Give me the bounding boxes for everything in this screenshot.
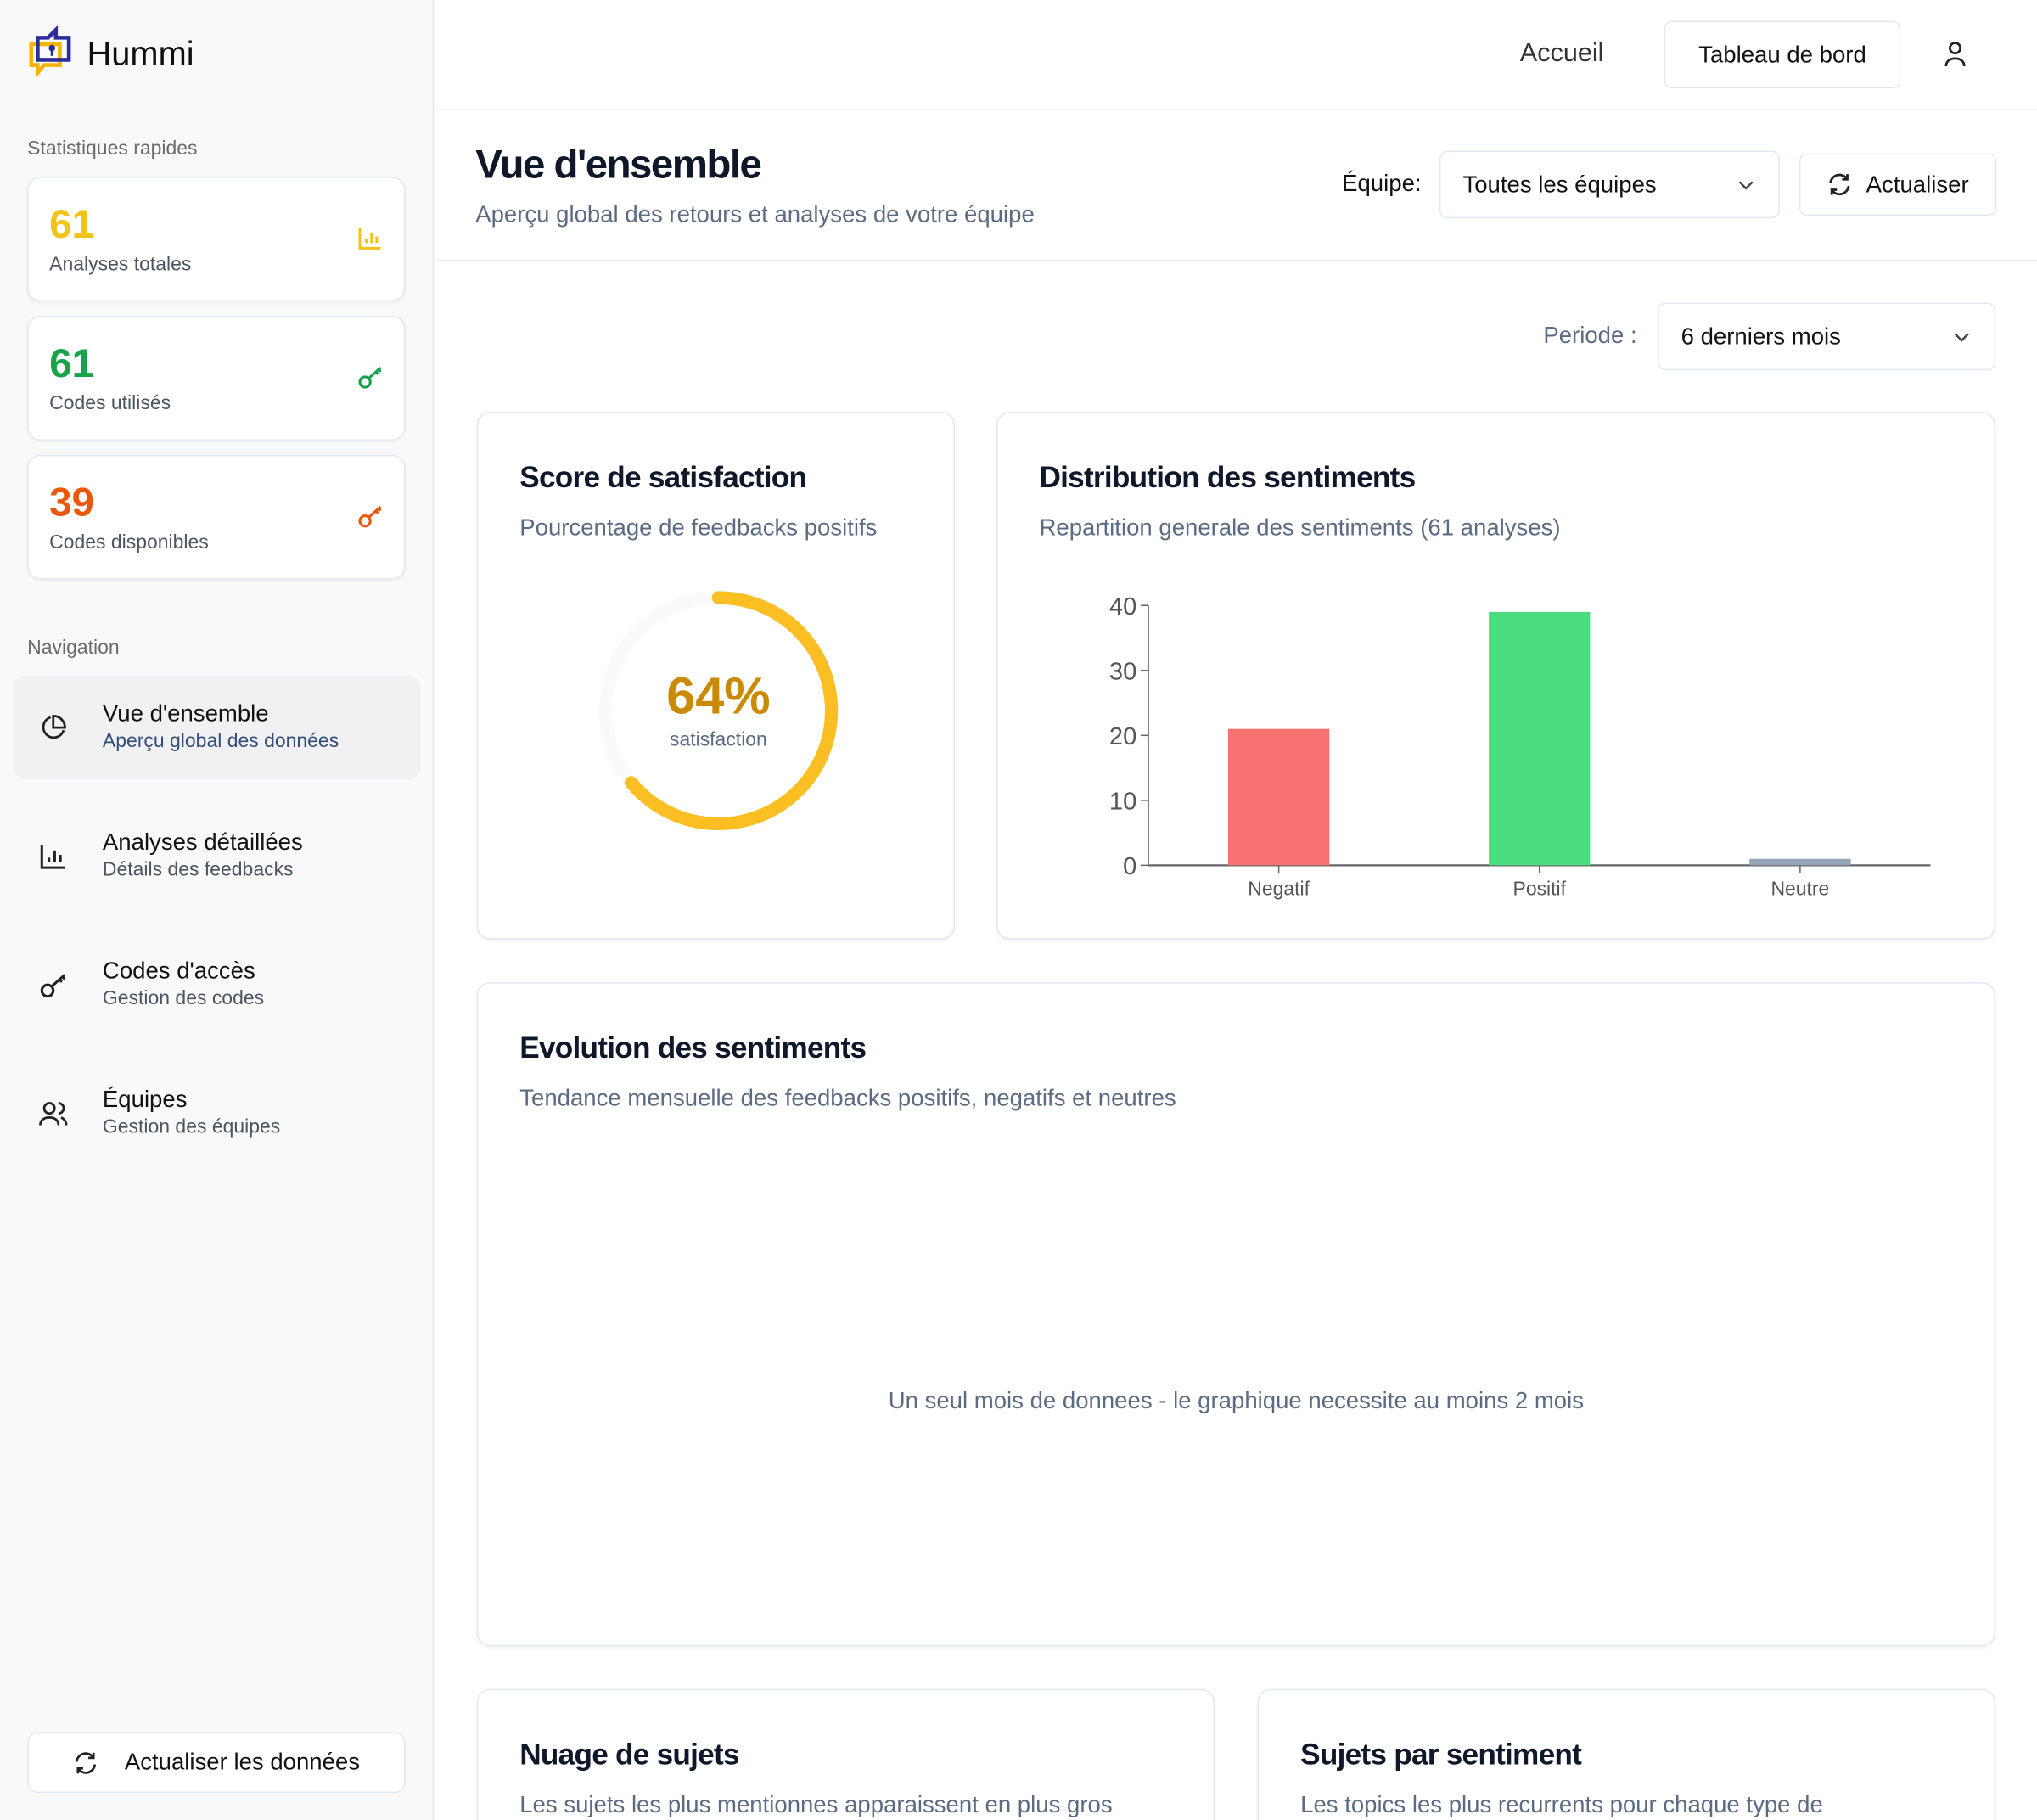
users-icon <box>39 1102 68 1126</box>
card-subtitle: Les topics les plus recurrents pour chaq… <box>1300 1791 1823 1818</box>
period-select[interactable]: 6 derniers mois <box>1658 302 1996 371</box>
bar-chart-icon <box>40 845 65 869</box>
page-title: Vue d'ensemble <box>475 141 762 188</box>
dashboard-button[interactable]: Tableau de bord <box>1664 20 1901 89</box>
key-icon <box>40 974 66 998</box>
team-label: Équipe: <box>1342 170 1422 197</box>
logo-icon <box>29 25 71 79</box>
bar-negatif <box>1227 728 1330 866</box>
sidebar-item-codes[interactable]: Codes d'accès Gestion des codes <box>13 933 421 1036</box>
sidebar-item-analyses[interactable]: Analyses détaillées Détails des feedback… <box>13 804 421 907</box>
stat-card-codes-available: 39 Codes disponibles <box>27 454 406 580</box>
pie-chart-icon <box>42 714 66 739</box>
topbar: Accueil Tableau de bord <box>435 0 2037 111</box>
distribution-card: Distribution des sentiments Repartition … <box>996 412 1996 940</box>
chevron-down-icon <box>1738 181 1754 190</box>
key-icon <box>358 367 382 389</box>
sidebar: Hummi Statistiques rapides 61 Analyses t… <box>0 0 435 1820</box>
x-tick-label: Positif <box>1513 878 1567 900</box>
stat-label: Codes utilisés <box>49 392 171 415</box>
refresh-button[interactable]: Actualiser <box>1799 153 1997 216</box>
bar-neutre <box>1749 858 1851 866</box>
stat-label: Analyses totales <box>49 253 192 276</box>
team-select-value: Toutes les équipes <box>1462 171 1657 197</box>
x-tick-label: Neutre <box>1770 878 1829 900</box>
bar-positif <box>1489 611 1591 866</box>
home-link[interactable]: Accueil <box>1519 38 1604 68</box>
card-title: Score de satisfaction <box>519 459 807 494</box>
page-subtitle: Aperçu global des retours et analyses de… <box>475 201 1035 228</box>
quick-stats-label: Statistiques rapides <box>27 138 198 160</box>
key-icon <box>358 505 382 528</box>
period-select-value: 6 derniers mois <box>1681 323 1841 349</box>
sidebar-item-teams[interactable]: Équipes Gestion des équipes <box>13 1062 421 1166</box>
stat-value: 39 <box>49 479 94 525</box>
bar-chart-icon <box>358 227 381 250</box>
refresh-icon <box>1829 173 1851 196</box>
satisfaction-gauge <box>598 591 839 831</box>
nav-subtitle: Détails des feedbacks <box>102 858 294 881</box>
satisfaction-value: 64% <box>666 667 771 726</box>
stat-card-codes-used: 61 Codes utilisés <box>27 315 406 441</box>
refresh-label: Actualiser <box>1866 171 1969 197</box>
card-subtitle: Tendance mensuelle des feedbacks positif… <box>519 1085 1176 1111</box>
nav-subtitle: Aperçu global des données <box>102 730 340 753</box>
satisfaction-card: Score de satisfaction Pourcentage de fee… <box>476 412 955 940</box>
card-title: Nuage de sujets <box>519 1737 739 1772</box>
refresh-data-label: Actualiser les données <box>124 1749 361 1775</box>
card-subtitle: Les sujets les plus mentionnes apparaiss… <box>519 1791 1113 1818</box>
stat-value: 61 <box>49 340 94 386</box>
nav-title: Équipes <box>102 1086 188 1113</box>
y-tick-label: 0 <box>1123 853 1136 880</box>
sentiment-bar-chart: 0 10 20 30 40 Negatif Positif Neutre <box>1109 593 1931 900</box>
navigation-label: Navigation <box>27 636 120 660</box>
logo[interactable]: Hummi <box>27 25 194 81</box>
card-title: Sujets par sentiment <box>1300 1737 1582 1772</box>
nav-subtitle: Gestion des codes <box>102 987 265 1010</box>
stat-label: Codes disponibles <box>49 531 209 554</box>
evolution-card: Evolution des sentiments Tendance mensue… <box>476 982 1996 1647</box>
topics-by-sentiment-card: Sujets par sentiment Les topics les plus… <box>1257 1688 1996 1820</box>
refresh-icon <box>75 1751 97 1774</box>
nav-subtitle: Gestion des équipes <box>102 1115 281 1138</box>
stat-card-analyses: 61 Analyses totales <box>27 177 406 302</box>
page-header: Vue d'ensemble Aperçu global des retours… <box>435 110 2037 261</box>
nav-title: Codes d'accès <box>102 958 255 984</box>
y-tick-label: 40 <box>1109 593 1136 621</box>
y-tick-label: 30 <box>1109 659 1136 686</box>
app-name: Hummi <box>87 33 194 72</box>
card-title: Distribution des sentiments <box>1039 459 1416 494</box>
card-subtitle: Repartition generale des sentiments (61 … <box>1039 514 1561 541</box>
nav-title: Vue d'ensemble <box>102 699 269 727</box>
refresh-data-button[interactable]: Actualiser les données <box>27 1732 406 1794</box>
y-tick-label: 20 <box>1109 723 1136 750</box>
team-select[interactable]: Toutes les équipes <box>1439 150 1780 219</box>
nav-title: Analyses détaillées <box>102 829 303 856</box>
topic-cloud-card: Nuage de sujets Les sujets les plus ment… <box>476 1688 1215 1820</box>
empty-chart-message: Un seul mois de donnees - le graphique n… <box>888 1387 1585 1414</box>
user-icon[interactable] <box>1942 40 1968 69</box>
card-subtitle: Pourcentage de feedbacks positifs <box>519 514 878 541</box>
sidebar-item-overview[interactable]: Vue d'ensemble Aperçu global des données <box>13 675 421 780</box>
chevron-down-icon <box>1954 333 1969 342</box>
stat-value: 61 <box>49 201 94 247</box>
satisfaction-caption: satisfaction <box>669 728 767 751</box>
y-tick-label: 10 <box>1109 789 1136 816</box>
period-label: Periode : <box>1543 322 1637 349</box>
card-title: Evolution des sentiments <box>519 1030 867 1064</box>
gauge-arc <box>598 591 839 831</box>
x-tick-label: Negatif <box>1248 878 1310 900</box>
